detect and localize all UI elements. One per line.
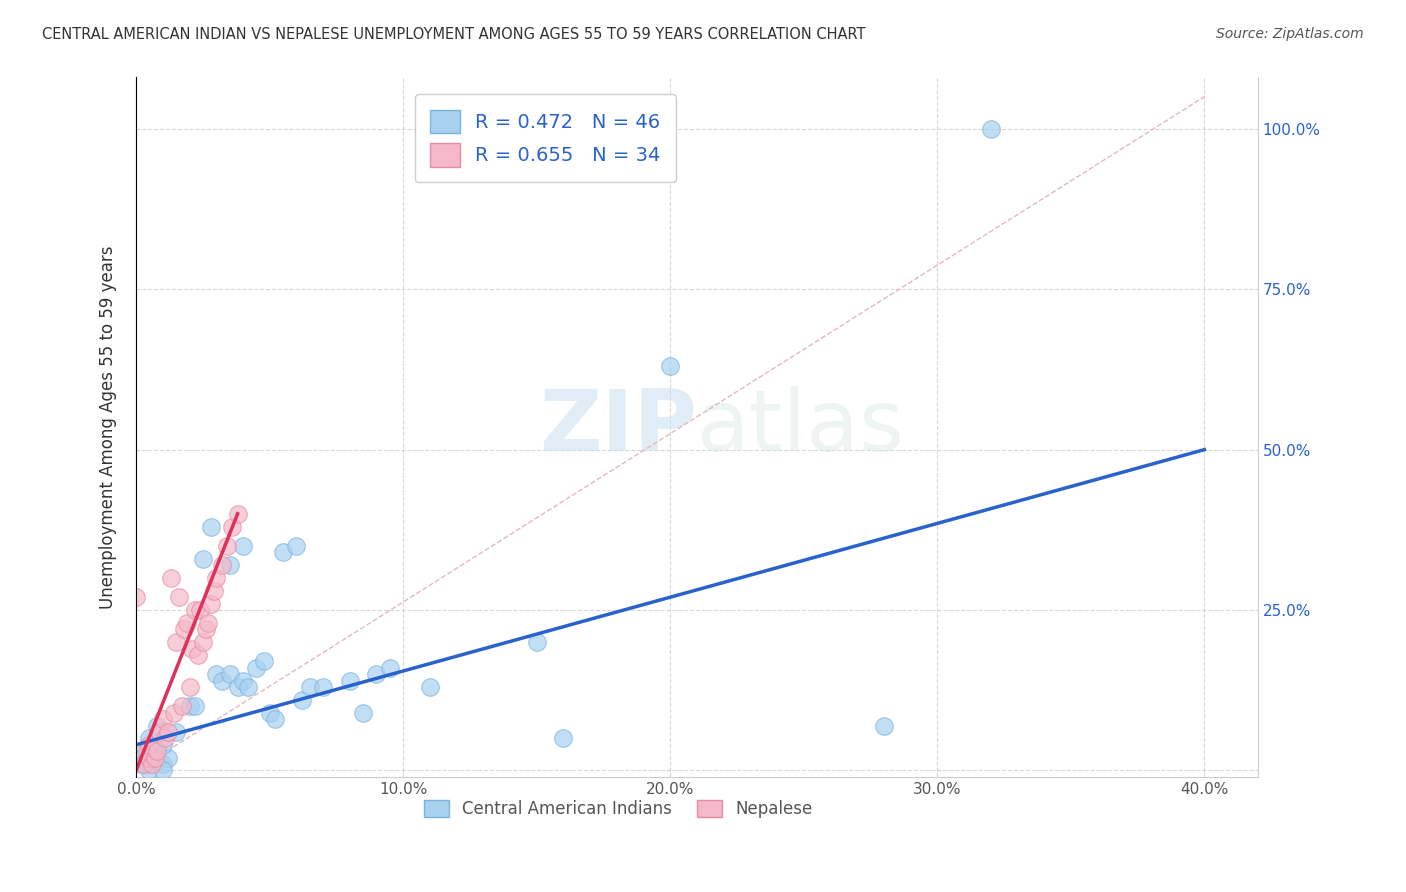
Point <box>138 750 160 764</box>
Point <box>352 706 374 720</box>
Point <box>165 635 187 649</box>
Point <box>200 519 222 533</box>
Point <box>125 591 148 605</box>
Point <box>191 635 214 649</box>
Point <box>211 558 233 573</box>
Point <box>157 750 180 764</box>
Point <box>138 750 160 764</box>
Point <box>253 654 276 668</box>
Legend: Central American Indians, Nepalese: Central American Indians, Nepalese <box>418 793 820 824</box>
Point <box>138 738 160 752</box>
Point <box>226 507 249 521</box>
Point <box>146 718 169 732</box>
Point <box>152 764 174 778</box>
Point <box>226 680 249 694</box>
Point <box>165 725 187 739</box>
Point <box>138 764 160 778</box>
Point <box>218 558 240 573</box>
Point <box>141 757 163 772</box>
Point <box>152 738 174 752</box>
Point <box>271 545 294 559</box>
Text: ZIP: ZIP <box>540 385 697 468</box>
Point <box>179 680 201 694</box>
Point <box>131 744 153 758</box>
Text: Source: ZipAtlas.com: Source: ZipAtlas.com <box>1216 27 1364 41</box>
Point <box>197 615 219 630</box>
Point <box>191 551 214 566</box>
Point <box>298 680 321 694</box>
Y-axis label: Unemployment Among Ages 55 to 59 years: Unemployment Among Ages 55 to 59 years <box>100 245 117 609</box>
Point <box>339 673 361 688</box>
Point <box>138 731 160 746</box>
Point <box>205 667 228 681</box>
Point <box>146 744 169 758</box>
Point <box>188 603 211 617</box>
Point <box>181 641 204 656</box>
Point <box>980 121 1002 136</box>
Point <box>232 673 254 688</box>
Point <box>152 712 174 726</box>
Point <box>157 725 180 739</box>
Point <box>131 757 153 772</box>
Point <box>366 667 388 681</box>
Point <box>378 661 401 675</box>
Point <box>134 757 156 772</box>
Point <box>149 725 172 739</box>
Point <box>176 615 198 630</box>
Point <box>218 667 240 681</box>
Point <box>205 571 228 585</box>
Point <box>232 539 254 553</box>
Point <box>259 706 281 720</box>
Point <box>221 519 243 533</box>
Point <box>167 591 190 605</box>
Point <box>526 635 548 649</box>
Point <box>553 731 575 746</box>
Point <box>184 699 207 714</box>
Point <box>211 673 233 688</box>
Point <box>160 571 183 585</box>
Point <box>135 744 157 758</box>
Point <box>215 539 238 553</box>
Point <box>138 750 160 764</box>
Point <box>146 744 169 758</box>
Point <box>285 539 308 553</box>
Point <box>173 622 195 636</box>
Point <box>245 661 267 675</box>
Point <box>155 731 177 746</box>
Point <box>419 680 441 694</box>
Point <box>200 597 222 611</box>
Point <box>873 718 896 732</box>
Point <box>238 680 260 694</box>
Point <box>138 757 160 772</box>
Point <box>152 757 174 772</box>
Point <box>179 699 201 714</box>
Text: atlas: atlas <box>697 385 905 468</box>
Point <box>659 359 682 374</box>
Point <box>162 706 184 720</box>
Point <box>202 583 225 598</box>
Point <box>194 622 217 636</box>
Point <box>143 750 166 764</box>
Point <box>264 712 287 726</box>
Point <box>170 699 193 714</box>
Point <box>291 693 314 707</box>
Point <box>186 648 208 662</box>
Text: CENTRAL AMERICAN INDIAN VS NEPALESE UNEMPLOYMENT AMONG AGES 55 TO 59 YEARS CORRE: CENTRAL AMERICAN INDIAN VS NEPALESE UNEM… <box>42 27 866 42</box>
Point <box>184 603 207 617</box>
Point <box>131 750 153 764</box>
Point <box>312 680 335 694</box>
